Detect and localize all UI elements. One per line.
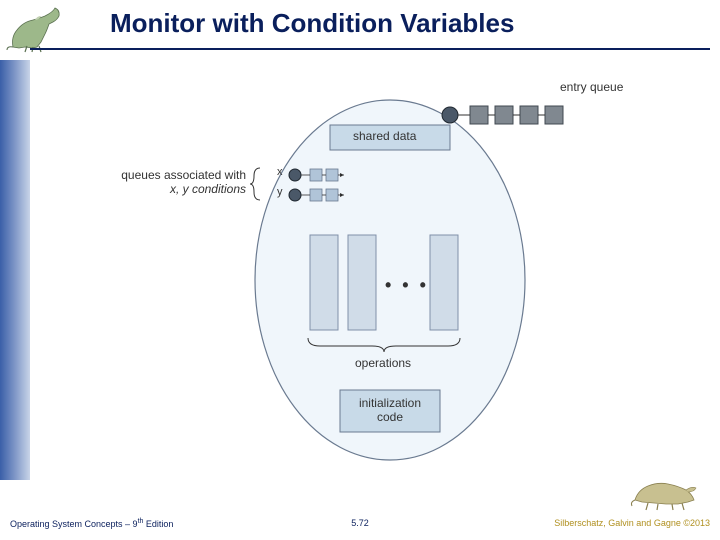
footer-left: Operating System Concepts – 9th Edition	[10, 518, 173, 529]
entry-queue-label: entry queue	[560, 80, 623, 94]
dots-label: • • •	[385, 275, 429, 296]
footer: Operating System Concepts – 9th Edition …	[0, 518, 720, 534]
title-area: Monitor with Condition Variables	[0, 0, 720, 60]
dinosaur-left-icon	[5, 2, 75, 54]
init-code-line2: code	[377, 410, 403, 424]
sidebar-gradient	[0, 60, 30, 480]
init-code-line1: initialization	[359, 396, 421, 410]
queues-assoc-line2: x, y conditions	[170, 182, 246, 196]
footer-right: Silberschatz, Galvin and Gagne ©2013	[554, 518, 710, 528]
title-underline	[30, 48, 710, 50]
monitor-diagram: entry queue shared data queues associate…	[100, 80, 660, 480]
y-label: y	[277, 186, 283, 198]
queues-assoc-line1: queues associated with	[121, 168, 246, 182]
shared-data-label: shared data	[353, 129, 416, 143]
footer-left-suffix: Edition	[143, 519, 173, 529]
operations-label: operations	[355, 356, 411, 370]
dinosaur-right-icon	[630, 470, 700, 512]
footer-left-prefix: Operating System Concepts – 9	[10, 519, 138, 529]
footer-center: 5.72	[351, 518, 369, 528]
slide-title: Monitor with Condition Variables	[110, 8, 514, 39]
queues-assoc-label: queues associated with x, y conditions	[118, 168, 246, 196]
init-code-label: initialization code	[354, 396, 426, 424]
x-label: x	[277, 166, 283, 178]
